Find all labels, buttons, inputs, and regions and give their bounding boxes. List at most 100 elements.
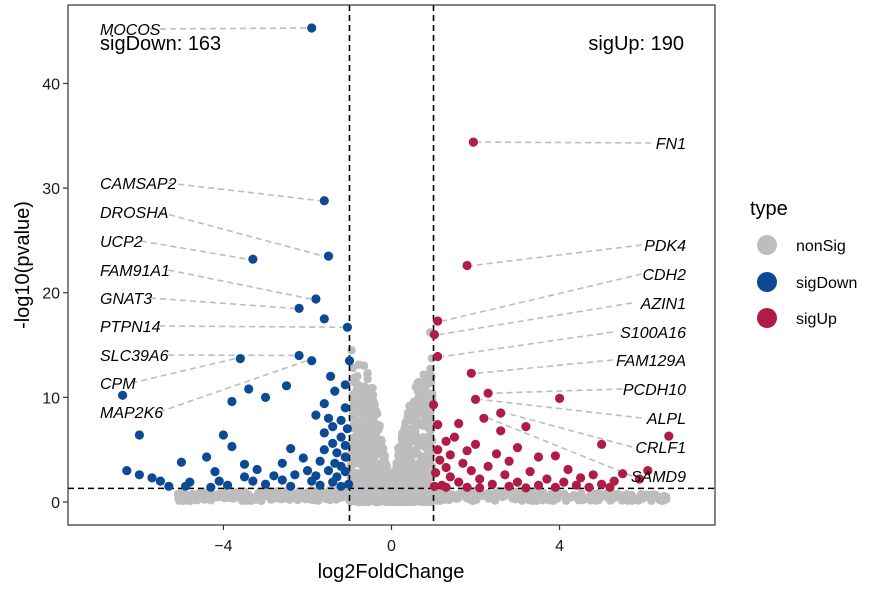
sigdown-point [260, 479, 271, 489]
gene-label: FN1 [656, 136, 686, 153]
sigup-point [512, 443, 523, 453]
nonsig-point [367, 458, 376, 467]
nonsig-point [426, 432, 435, 441]
sigup-point [504, 481, 514, 491]
sigdown-point [336, 432, 346, 442]
sigup-point [429, 481, 439, 491]
sigup-point [550, 482, 561, 492]
nonsig-point [304, 493, 313, 502]
gene-label: UCP2 [100, 234, 143, 251]
nonsig-point [383, 467, 392, 476]
nonsig-point [406, 425, 415, 434]
sigdown-point [319, 445, 329, 455]
sigdown-point [311, 294, 321, 304]
nonsig-point [420, 488, 429, 497]
sigdown-point [286, 481, 296, 491]
sigup-point [466, 466, 476, 476]
sigup-point [588, 470, 598, 480]
nonsig-point [361, 493, 370, 503]
nonsig-point [529, 488, 538, 497]
nonsig-point [385, 494, 394, 503]
sigdown-point [260, 392, 271, 402]
gene-label: AZIN1 [640, 296, 686, 313]
sigup-point [441, 436, 451, 446]
sigup-point [433, 316, 443, 326]
y-axis-title: -log10(pvalue) [12, 201, 34, 329]
sigdown-point [244, 384, 254, 394]
x-tick-label: 0 [387, 538, 396, 555]
sigdown-point [235, 354, 245, 364]
sigup-point [441, 482, 451, 492]
nonsig-point [369, 412, 379, 422]
gene-label: ALPL [646, 411, 686, 428]
nonsig-point [411, 417, 420, 426]
nonsig-point [358, 416, 367, 425]
sigup-point [483, 461, 493, 471]
nonsig-point [312, 494, 321, 504]
sigup-point [512, 477, 523, 487]
nonsig-point [498, 487, 508, 496]
sigdown-point [210, 467, 220, 477]
gene-label: SAMD9 [631, 469, 686, 486]
sigup-point [433, 445, 443, 455]
legend-title: type [750, 198, 788, 220]
sigup-point [542, 474, 552, 484]
nonsig-point [419, 370, 428, 379]
sigup-point [458, 458, 468, 468]
nonsig-point [347, 346, 356, 355]
sigdown-point [344, 479, 354, 489]
nonsig-point [293, 495, 302, 505]
nonsig-point [399, 455, 409, 464]
legend-entries: nonSig sigDown sigUp [757, 235, 857, 328]
nonsig-point [374, 475, 384, 484]
sigup-point [483, 388, 493, 398]
nonsig-point [401, 434, 411, 443]
sigup-point [597, 439, 607, 449]
gene-label: MAP2K6 [100, 405, 163, 422]
sigdown-point [290, 470, 300, 480]
connector-line [131, 357, 236, 384]
nonsig-point [619, 492, 628, 501]
sigup-point [466, 368, 476, 378]
x-tick-label: −4 [214, 538, 232, 555]
sigdown-point [332, 448, 342, 458]
nonsig-point [423, 448, 432, 457]
sigdown-point [340, 467, 350, 477]
nonsig-point [394, 463, 404, 472]
nonsig-point [363, 374, 372, 384]
nonsig-points [173, 328, 671, 507]
gene-label: GNAT3 [100, 291, 152, 308]
sigdown-point [134, 470, 144, 480]
sigup-point [597, 479, 607, 489]
sigdown-point [323, 251, 334, 261]
sigup-point [454, 477, 464, 487]
significant-points [118, 23, 674, 493]
y-tick-label: 20 [42, 286, 60, 303]
nonsig-point [392, 473, 401, 482]
gene-label: CRLF1 [635, 440, 686, 457]
nonsig-point [424, 423, 433, 433]
gene-label: DROSHA [100, 205, 168, 222]
sigdown-point [277, 458, 287, 468]
sigup-point [571, 480, 582, 490]
sigup-count: sigUp: 190 [588, 33, 684, 55]
nonsig-point [427, 372, 436, 381]
nonsig-point [371, 406, 380, 415]
nonsig-point [362, 427, 371, 437]
sigdown-point [344, 356, 355, 366]
sigdown-point [319, 399, 329, 409]
label-connectors [131, 27, 652, 477]
nonsig-point [382, 461, 391, 470]
nonsig-point [583, 493, 593, 502]
sigdown-point [223, 480, 233, 490]
sigup-point [533, 480, 544, 490]
sigup-point [449, 432, 460, 442]
sigdown-point [319, 196, 329, 206]
nonsig-point [405, 469, 414, 478]
sigdown-point [328, 477, 338, 487]
sigdown-point [286, 444, 296, 454]
nonsig-point [242, 496, 252, 505]
sigdown-point [307, 476, 317, 486]
sigdown-point [340, 403, 350, 413]
nonsig-point [414, 381, 423, 391]
